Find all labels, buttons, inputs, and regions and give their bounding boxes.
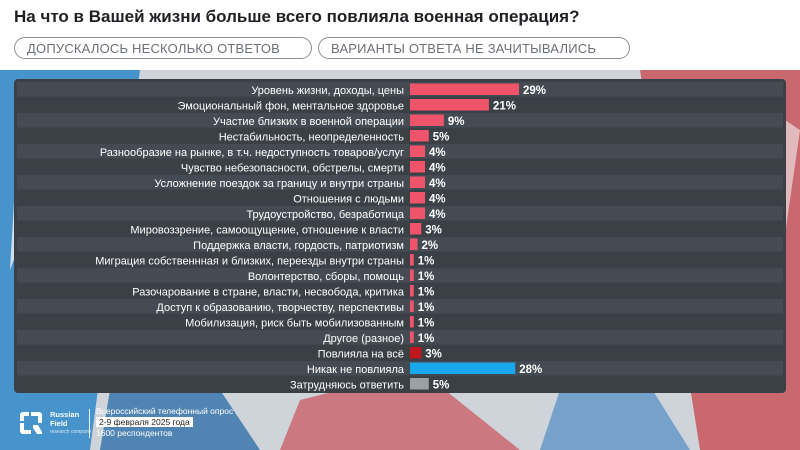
brand-tagline: research company	[50, 429, 92, 435]
chart-row-bg	[17, 361, 783, 376]
bar	[410, 207, 426, 219]
value-label: 5%	[433, 379, 450, 391]
category-label: Уровень жизни, доходы, цены	[251, 85, 404, 97]
chart-row-bg	[17, 268, 783, 283]
chart-row-bg	[17, 175, 783, 190]
value-label: 2%	[422, 240, 439, 252]
category-label: Отношения с людьми	[293, 193, 404, 205]
chart-row-bg	[17, 376, 783, 391]
category-label: Доступ к образованию, творчеству, перспе…	[156, 302, 404, 314]
survey-info: Всероссийский телефонный опрос 2-9 февра…	[96, 406, 233, 438]
bar	[410, 331, 414, 343]
chart-row-bg	[17, 97, 783, 112]
category-label: Миграция собственнная и близких, переезд…	[95, 255, 404, 267]
russian-field-logo-icon	[20, 412, 42, 434]
category-label: Мировоззрение, самоощущение, отношение к…	[130, 224, 404, 236]
chart-row-bg	[17, 82, 783, 97]
bar	[410, 99, 489, 111]
category-label: Мобилизация, риск быть мобилизованным	[185, 317, 404, 329]
bar	[410, 83, 519, 95]
chart-row-bg	[17, 221, 783, 236]
brand-line-2: Field	[50, 419, 68, 428]
chart-row-bg	[17, 252, 783, 267]
value-label: 29%	[523, 85, 546, 97]
bar	[410, 130, 429, 142]
value-label: 4%	[429, 162, 446, 174]
value-label: 1%	[418, 286, 435, 298]
category-label: Разнообразие на рынке, в т.ч. недоступно…	[100, 147, 404, 159]
value-label: 3%	[425, 224, 442, 236]
bar	[410, 145, 426, 157]
chart-row-bg	[17, 128, 783, 143]
bar	[410, 269, 414, 281]
chart-row-bg	[17, 330, 783, 345]
chart-row-bg	[17, 345, 783, 360]
category-label: Разочарование в стране, власти, несвобод…	[132, 286, 405, 298]
bar	[410, 223, 422, 235]
bar	[410, 161, 426, 173]
category-label: Трудоустройство, безработица	[246, 209, 404, 221]
survey-dates: 2-9 февраля 2025 года	[96, 417, 193, 427]
value-label: 1%	[418, 333, 435, 345]
bar	[410, 176, 426, 188]
bar	[410, 285, 414, 297]
value-label: 5%	[433, 131, 450, 143]
chart-row-bg	[17, 299, 783, 314]
category-label: Чувство небезопасности, обстрелы, смерти	[181, 162, 404, 174]
bar-chart: Уровень жизни, доходы, цены 29% Эмоциональ…	[17, 82, 783, 391]
value-label: 3%	[425, 348, 442, 360]
chart-row-bg	[17, 206, 783, 221]
respondent-count: 1600 респондентов	[96, 428, 173, 438]
category-label: Нестабильность, неопределенность	[219, 131, 405, 143]
bar	[410, 347, 422, 359]
page-title: На что в Вашей жизни больше всего повлия…	[14, 7, 580, 26]
value-label: 4%	[429, 178, 446, 190]
category-label: Усложнение поездок за границу и внутри с…	[154, 178, 404, 190]
bar	[410, 300, 414, 312]
brand-line-1: Russian	[50, 410, 80, 419]
bar	[410, 238, 418, 250]
survey-type: Всероссийский телефонный опрос	[96, 406, 234, 416]
value-label: 28%	[519, 364, 542, 376]
value-label: 4%	[429, 209, 446, 221]
chart-row-bg	[17, 113, 783, 128]
bar	[410, 114, 444, 126]
bar	[410, 254, 414, 266]
chart-row-bg	[17, 237, 783, 252]
category-label: Другое (разное)	[323, 333, 404, 345]
brand-name: Russian Field research company	[50, 410, 91, 437]
value-label: 1%	[418, 317, 435, 329]
category-label: Затрудняюсь ответить	[290, 379, 404, 391]
value-label: 21%	[493, 100, 516, 112]
value-label: 4%	[429, 193, 446, 205]
multiple-answers-note: ДОПУСКАЛОСЬ НЕСКОЛЬКО ОТВЕТОВ	[14, 37, 312, 59]
value-label: 4%	[429, 147, 446, 159]
bar	[410, 378, 429, 390]
value-label: 1%	[418, 302, 435, 314]
chart-row-bg	[17, 283, 783, 298]
category-label: Волонтерство, сборы, помощь	[248, 271, 404, 283]
value-label: 1%	[418, 271, 435, 283]
category-label: Участие близких в военной операции	[213, 116, 404, 128]
category-label: Никак не повлияла	[307, 364, 405, 376]
options-not-read-note: ВАРИАНТЫ ОТВЕТА НЕ ЗАЧИТЫВАЛИСЬ	[318, 37, 630, 59]
chart-row-bg	[17, 190, 783, 205]
chart-row-bg	[17, 159, 783, 174]
chart-row-bg	[17, 314, 783, 329]
value-label: 1%	[418, 255, 435, 267]
bar	[410, 362, 516, 374]
category-label: Эмоциональный фон, ментальное здоровье	[178, 100, 404, 112]
category-label: Поддержка власти, гордость, патриотизм	[193, 240, 404, 252]
bar	[410, 316, 414, 328]
value-label: 9%	[448, 116, 465, 128]
category-label: Повлияла на всё	[318, 348, 404, 360]
bar	[410, 192, 426, 204]
footer-divider	[89, 409, 90, 438]
chart-row-bg	[17, 144, 783, 159]
